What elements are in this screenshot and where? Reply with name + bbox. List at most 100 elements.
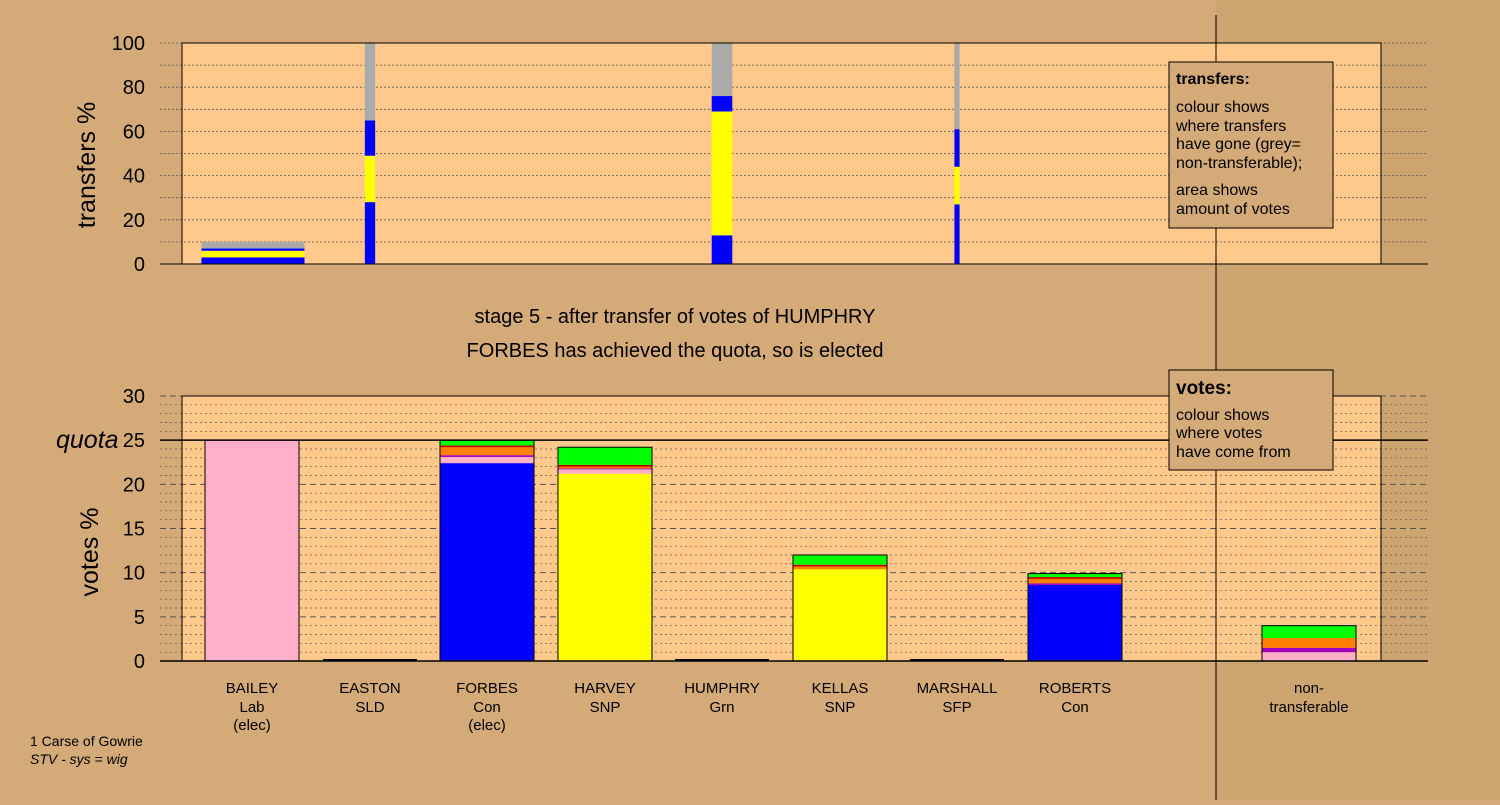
quota-label: quota: [56, 426, 119, 454]
legend-transfers-line: have gone (grey=: [1176, 136, 1301, 153]
elected-caption: FORBES has achieved the quota, so is ele…: [467, 340, 884, 362]
transfer-segment: [201, 241, 305, 249]
legend-votes-box: [1168, 369, 1334, 471]
transfer-segment: [364, 155, 376, 203]
transfers-y-tick-label: 60: [123, 121, 145, 143]
transfers-y-tick-label: 20: [123, 210, 145, 232]
vote-segment: [440, 440, 534, 446]
vote-segment: [1028, 585, 1122, 661]
transfer-segment: [201, 250, 305, 258]
candidate-name: HARVEY: [574, 680, 635, 697]
vote-segment: [1262, 652, 1356, 661]
legend-votes-heading: votes:: [1176, 378, 1232, 399]
transfer-segment: [954, 166, 960, 205]
legend-transfers-line: where transfers: [1175, 118, 1286, 135]
transfers-y-tick-label: 0: [134, 254, 145, 276]
legend-votes-line: where votes: [1175, 425, 1262, 442]
vote-segment: [1262, 638, 1356, 648]
transfer-segment: [954, 43, 960, 130]
votes-gridlines: [160, 395, 1428, 653]
candidate-name: FORBES: [456, 680, 518, 697]
transfer-segment: [201, 257, 305, 264]
vote-segment: [1028, 583, 1122, 586]
votes-bars: [204, 439, 1357, 662]
vote-segment: [205, 440, 299, 661]
votes-y-tick-label: 5: [134, 607, 145, 629]
candidate-party: Con: [1061, 699, 1089, 716]
legend-transfers-line: area shows: [1176, 182, 1258, 199]
vote-segment: [558, 447, 652, 465]
transfers-y-ticks: 0 20 40 60 80 100: [112, 33, 145, 276]
transfer-segment: [364, 43, 376, 121]
vote-segment: [1262, 625, 1356, 639]
candidate-party: Lab: [239, 699, 264, 716]
vote-segment: [558, 473, 652, 661]
transfers-y-tick-label: 100: [112, 33, 145, 55]
vote-segment: [558, 464, 652, 467]
votes-y-ticks: 0 5 10 15 20 25 30: [123, 386, 145, 673]
candidate-party: SFP: [942, 699, 971, 716]
votes-y-tick-label: 15: [123, 519, 145, 541]
transfer-segment: [711, 235, 733, 264]
vote-segment: [1028, 573, 1122, 578]
candidate-name: ROBERTS: [1039, 680, 1111, 697]
transfers-y-label: transfers %: [73, 102, 101, 228]
legend-transfers-line: colour shows: [1176, 99, 1269, 116]
legend-transfers-box: [1168, 61, 1334, 229]
transfer-segment: [711, 43, 733, 97]
transfer-segment: [954, 204, 960, 264]
vote-segment: [558, 469, 652, 474]
vote-segment: [793, 569, 887, 661]
vote-segment: [1262, 647, 1356, 653]
candidate-party: SLD: [355, 699, 384, 716]
vote-segment: [1028, 577, 1122, 579]
vote-segment: [440, 455, 534, 457]
candidate-name: EASTON: [339, 680, 400, 697]
vote-segment: [440, 456, 534, 464]
legend-transfers-heading: transfers:: [1176, 71, 1250, 88]
candidate-party: Grn: [709, 699, 734, 716]
legend-transfers: transfers: colour shows where transfers …: [1168, 61, 1334, 229]
vote-segment: [440, 445, 534, 448]
transfers-bars: [201, 43, 960, 264]
legend-transfers-line: non-transferable);: [1176, 155, 1302, 172]
legend-votes-line: colour shows: [1176, 407, 1269, 424]
legend-votes-line: have come from: [1176, 444, 1291, 461]
candidate-labels: BAILEYLab(elec)EASTONSLDFORBESCon(elec)H…: [226, 680, 1111, 734]
candidate-name: HUMPHRY: [684, 680, 760, 697]
vote-segment: [793, 566, 887, 570]
legend-transfers-line: amount of votes: [1176, 201, 1290, 218]
votes-y-tick-label: 0: [134, 651, 145, 673]
transfer-segment: [364, 120, 376, 156]
candidate-name: KELLAS: [812, 680, 869, 697]
votes-y-tick-label: 30: [123, 386, 145, 408]
vote-segment: [440, 463, 534, 661]
candidate-name: BAILEY: [226, 680, 279, 697]
transfer-segment: [711, 96, 733, 112]
candidate-party: Con: [473, 699, 501, 716]
votes-y-label: votes %: [76, 508, 104, 597]
footer-system: STV - sys = wig: [30, 751, 128, 767]
transfer-segment: [954, 129, 960, 167]
vote-segment: [440, 447, 534, 456]
transfer-segment: [364, 202, 376, 264]
stage-caption: stage 5 - after transfer of votes of HUM…: [475, 306, 876, 328]
vote-segment: [793, 564, 887, 567]
vote-segment: [558, 466, 652, 469]
nontransferable-label-line2: transferable: [1269, 699, 1348, 716]
vote-segment: [558, 468, 652, 470]
candidate-status: (elec): [233, 717, 271, 734]
candidate-party: SNP: [825, 699, 856, 716]
nontransferable-label-line1: non-: [1294, 680, 1324, 697]
vote-segment: [1028, 578, 1122, 584]
legend-votes: votes: colour shows where votes have com…: [1168, 369, 1334, 471]
footer-ward: 1 Carse of Gowrie: [30, 733, 143, 749]
transfers-y-tick-label: 40: [123, 166, 145, 188]
candidate-party: SNP: [590, 699, 621, 716]
transfers-y-tick-label: 80: [123, 77, 145, 99]
transfer-segment: [711, 111, 733, 236]
vote-segment: [793, 555, 887, 565]
transfer-segment: [201, 248, 305, 251]
